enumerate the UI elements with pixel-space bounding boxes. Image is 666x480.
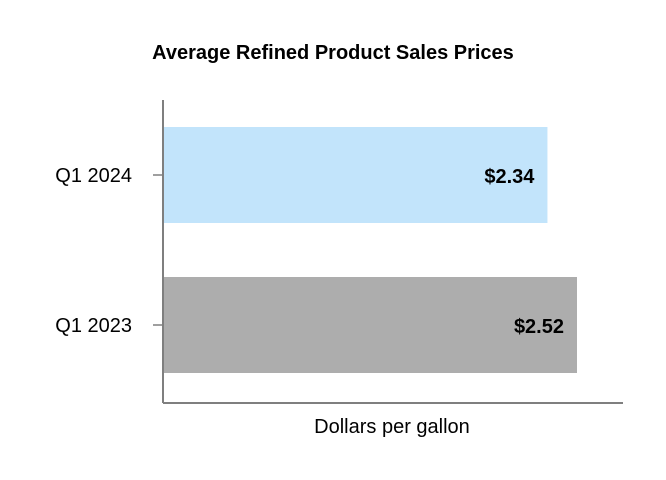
labels-layer: Q1 2024 $2.34 Q1 2023 $2.52 (55, 165, 564, 338)
bar-q1-2023 (163, 277, 577, 373)
y-tick-label-q1-2023: Q1 2023 (55, 315, 132, 337)
y-tick-label-q1-2024: Q1 2024 (55, 165, 132, 187)
value-label-q1-2024: $2.34 (484, 166, 535, 188)
value-label-q1-2023: $2.52 (514, 316, 564, 338)
bar-q1-2024 (163, 127, 548, 223)
chart-title: Average Refined Product Sales Prices (152, 42, 514, 64)
x-axis-label: Dollars per gallon (314, 416, 470, 438)
bars-layer (163, 127, 577, 373)
